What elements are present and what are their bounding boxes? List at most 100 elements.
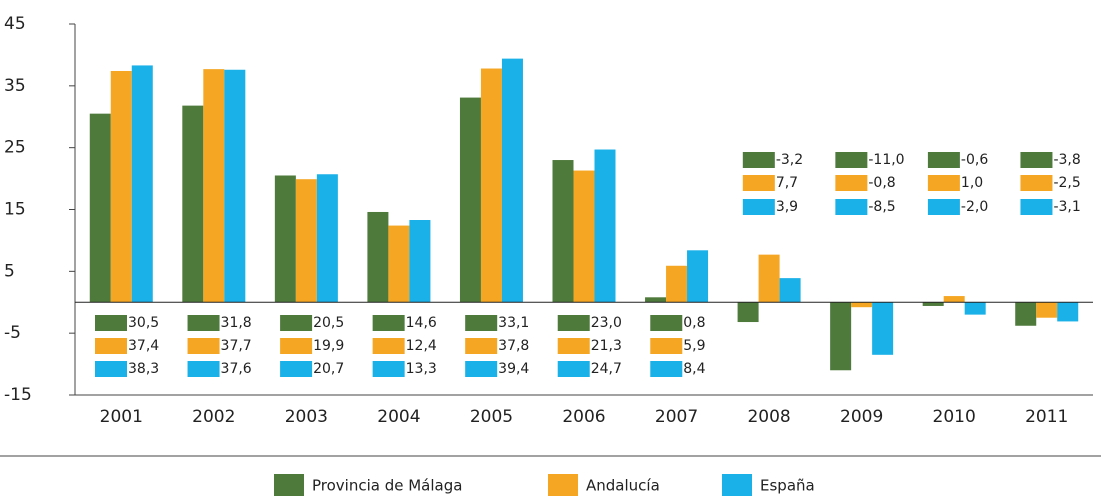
bar: [224, 69, 246, 303]
table-swatch: [742, 175, 775, 191]
table-swatch: [1020, 199, 1053, 215]
bar: [737, 302, 759, 323]
value-label: 33,1: [498, 315, 529, 331]
table-swatch: [650, 315, 683, 331]
table-swatch: [835, 199, 868, 215]
x-tick-label: 2009: [840, 407, 883, 427]
table-swatch: [927, 152, 960, 168]
value-label: 37,4: [128, 338, 159, 354]
table-swatch: [187, 338, 220, 354]
bar: [1015, 302, 1037, 326]
legend-swatch: [548, 474, 578, 496]
table-swatch: [187, 361, 220, 377]
table-swatch: [650, 338, 683, 354]
bar: [594, 149, 616, 303]
bar: [779, 278, 801, 303]
table-swatch: [280, 361, 313, 377]
table-swatch: [187, 315, 220, 331]
table-swatch: [95, 361, 127, 377]
bar: [1057, 302, 1079, 322]
bar: [367, 211, 389, 303]
table-swatch: [465, 315, 498, 331]
bar: [459, 97, 481, 303]
bar: [872, 302, 894, 355]
legend-label: España: [760, 477, 815, 495]
legend-swatch: [722, 474, 752, 496]
bar: [1036, 302, 1058, 318]
bar: [480, 68, 502, 303]
bar: [964, 302, 986, 315]
bar: [851, 302, 873, 308]
bar: [922, 302, 944, 306]
value-label: -0,8: [868, 175, 895, 191]
x-tick-label: 2005: [470, 407, 513, 427]
value-label: 30,5: [128, 315, 159, 331]
value-label: 37,8: [498, 338, 529, 354]
x-tick-label: 2008: [747, 407, 790, 427]
value-label: -0,6: [961, 152, 988, 168]
bar: [110, 70, 132, 303]
value-label: -11,0: [868, 152, 904, 168]
value-label: 13,3: [406, 361, 437, 377]
value-label: 20,5: [313, 315, 344, 331]
value-label: 0,8: [683, 315, 705, 331]
table-swatch: [742, 199, 775, 215]
value-label: -2,5: [1053, 175, 1080, 191]
bar: [89, 113, 111, 303]
x-tick-label: 2001: [100, 407, 143, 427]
x-tick-label: 2003: [285, 407, 328, 427]
table-swatch: [557, 338, 590, 354]
x-tick-label: 2006: [562, 407, 605, 427]
table-swatch: [835, 175, 868, 191]
value-label: -3,8: [1053, 152, 1080, 168]
table-swatch: [95, 315, 127, 331]
value-label: 20,7: [313, 361, 344, 377]
value-label: 5,9: [683, 338, 705, 354]
bar: [131, 65, 153, 303]
value-label: 14,6: [406, 315, 437, 331]
y-tick-label: -5: [4, 323, 21, 343]
bar: [388, 225, 410, 303]
bar: [758, 254, 780, 303]
bar: [943, 296, 965, 303]
value-label: 31,8: [221, 315, 252, 331]
table-swatch: [835, 152, 868, 168]
table-swatch: [372, 315, 405, 331]
y-tick-label: 5: [4, 261, 15, 281]
table-swatch: [465, 361, 498, 377]
table-swatch: [557, 361, 590, 377]
bar: [409, 220, 431, 303]
table-swatch: [372, 361, 405, 377]
table-swatch: [280, 315, 313, 331]
value-label: -3,1: [1053, 199, 1080, 215]
value-label: -3,2: [776, 152, 803, 168]
table-swatch: [1020, 152, 1053, 168]
bar: [687, 250, 709, 303]
value-label: 12,4: [406, 338, 437, 354]
table-swatch: [927, 199, 960, 215]
bar: [666, 265, 688, 303]
y-tick-label: 15: [4, 200, 26, 220]
table-swatch: [280, 338, 313, 354]
table-swatch: [927, 175, 960, 191]
legend-label: Provincia de Málaga: [312, 477, 462, 495]
value-label: 38,3: [128, 361, 159, 377]
value-label: 1,0: [961, 175, 983, 191]
x-tick-label: 2011: [1025, 407, 1068, 427]
bar: [501, 58, 523, 303]
table-swatch: [557, 315, 590, 331]
value-label: -8,5: [868, 199, 895, 215]
x-tick-label: 2004: [377, 407, 420, 427]
bar: [295, 179, 317, 303]
value-label: 37,7: [221, 338, 252, 354]
legend-swatch: [274, 474, 304, 496]
x-tick-label: 2010: [933, 407, 976, 427]
table-swatch: [372, 338, 405, 354]
bar: [274, 175, 296, 303]
value-label: 3,9: [776, 199, 798, 215]
x-tick-label: 2007: [655, 407, 698, 427]
bar: [316, 174, 338, 303]
table-swatch: [465, 338, 498, 354]
table-swatch: [95, 338, 127, 354]
